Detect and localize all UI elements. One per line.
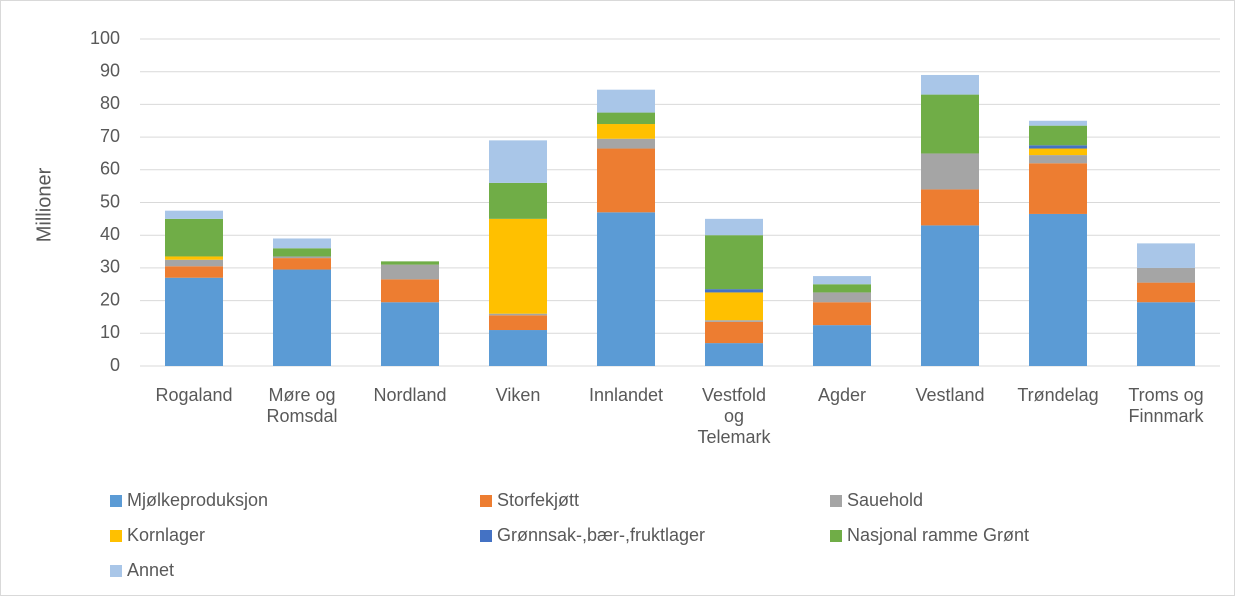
bar-segment <box>813 302 871 326</box>
legend-swatch <box>110 565 122 577</box>
bar-segment <box>597 138 655 149</box>
x-tick-label: Nordland <box>373 385 446 405</box>
bar-segment <box>1029 125 1087 146</box>
bar-segment <box>705 289 763 293</box>
legend-label: Nasjonal ramme Grønt <box>847 525 1029 545</box>
bar-segment <box>273 238 331 249</box>
bar-segment <box>705 235 763 290</box>
y-tick-label: 80 <box>100 93 120 113</box>
bar-segment <box>813 292 871 303</box>
bar-segment <box>1029 155 1087 164</box>
legend-label: Mjølkeproduksjon <box>127 490 268 510</box>
x-tick-label: Rogaland <box>155 385 232 405</box>
bar-segment <box>597 112 655 125</box>
bar-segment <box>597 89 655 113</box>
y-tick-label: 30 <box>100 257 120 277</box>
legend-label: Grønnsak-,bær-,fruktlager <box>497 525 705 545</box>
bar-segment <box>597 124 655 139</box>
bar-segment <box>489 140 547 183</box>
legend-swatch <box>830 495 842 507</box>
bar-segment <box>921 189 979 226</box>
y-tick-label: 60 <box>100 159 120 179</box>
bar-segment <box>705 292 763 321</box>
bar-segment <box>813 325 871 366</box>
bar-segment <box>1137 302 1195 366</box>
bar-segment <box>1029 148 1087 156</box>
bar-segment <box>489 315 547 331</box>
bar-segment <box>813 284 871 293</box>
x-tick-label: Troms og Finnmark <box>1128 385 1204 426</box>
x-tick-label: Agder <box>818 385 866 405</box>
bar-segment <box>705 320 763 322</box>
bar-segment <box>705 218 763 236</box>
bar-segment <box>921 153 979 190</box>
bar-segment <box>381 302 439 366</box>
x-tick-label: Møre og Romsdal <box>266 385 337 426</box>
bar-segment <box>1029 163 1087 214</box>
x-tick-label: Vestfold og Telemark <box>697 385 771 447</box>
y-tick-label: 90 <box>100 60 120 80</box>
bar-segment <box>165 266 223 278</box>
legend-label: Storfekjøtt <box>497 490 579 510</box>
legend-label: Sauehold <box>847 490 923 510</box>
bar-segment <box>381 264 439 280</box>
bar-segment <box>1137 267 1195 283</box>
bar-segment <box>813 276 871 285</box>
legend-swatch <box>110 530 122 542</box>
bar-segment <box>165 259 223 267</box>
bar-segment <box>705 321 763 344</box>
y-tick-label: 50 <box>100 191 120 211</box>
bar-segment <box>381 261 439 265</box>
bar-segment <box>921 74 979 95</box>
bar-segment <box>273 258 331 270</box>
bar-segment <box>1029 145 1087 149</box>
bar-segment <box>381 279 439 303</box>
x-tick-label: Vestland <box>915 385 984 405</box>
legend-label: Kornlager <box>127 525 205 545</box>
x-tick-label: Trøndelag <box>1017 385 1098 405</box>
bar-segment <box>489 182 547 219</box>
bar-segment <box>1029 213 1087 366</box>
y-tick-label: 0 <box>110 355 120 375</box>
y-tick-label: 70 <box>100 126 120 146</box>
legend-label: Annet <box>127 560 174 580</box>
bar-segment <box>489 313 547 316</box>
bar-segment <box>165 277 223 366</box>
bar-segment <box>165 256 223 260</box>
bar-segment <box>1137 243 1195 268</box>
y-tick-label: 20 <box>100 289 120 309</box>
bar-segment <box>921 94 979 154</box>
bar-segment <box>273 256 331 259</box>
bar-segment <box>705 343 763 366</box>
y-tick-label: 10 <box>100 322 120 342</box>
bar-segment <box>489 330 547 366</box>
y-axis-label: Millioner <box>33 167 55 242</box>
legend-swatch <box>480 495 492 507</box>
y-tick-label: 100 <box>90 28 120 48</box>
bar-segment <box>165 218 223 257</box>
bar-segment <box>165 210 223 219</box>
bar-segment <box>597 148 655 213</box>
legend-swatch <box>830 530 842 542</box>
bar-segment <box>273 248 331 257</box>
bar-segment <box>1137 282 1195 303</box>
y-tick-label: 40 <box>100 224 120 244</box>
x-tick-label: Innlandet <box>589 385 663 405</box>
bar-segment <box>273 269 331 366</box>
x-tick-label: Viken <box>496 385 541 405</box>
bar-segment <box>921 225 979 366</box>
bar-segment <box>597 212 655 366</box>
legend-swatch <box>110 495 122 507</box>
bar-segment <box>489 218 547 314</box>
legend-swatch <box>480 530 492 542</box>
bar-segment <box>1029 120 1087 126</box>
